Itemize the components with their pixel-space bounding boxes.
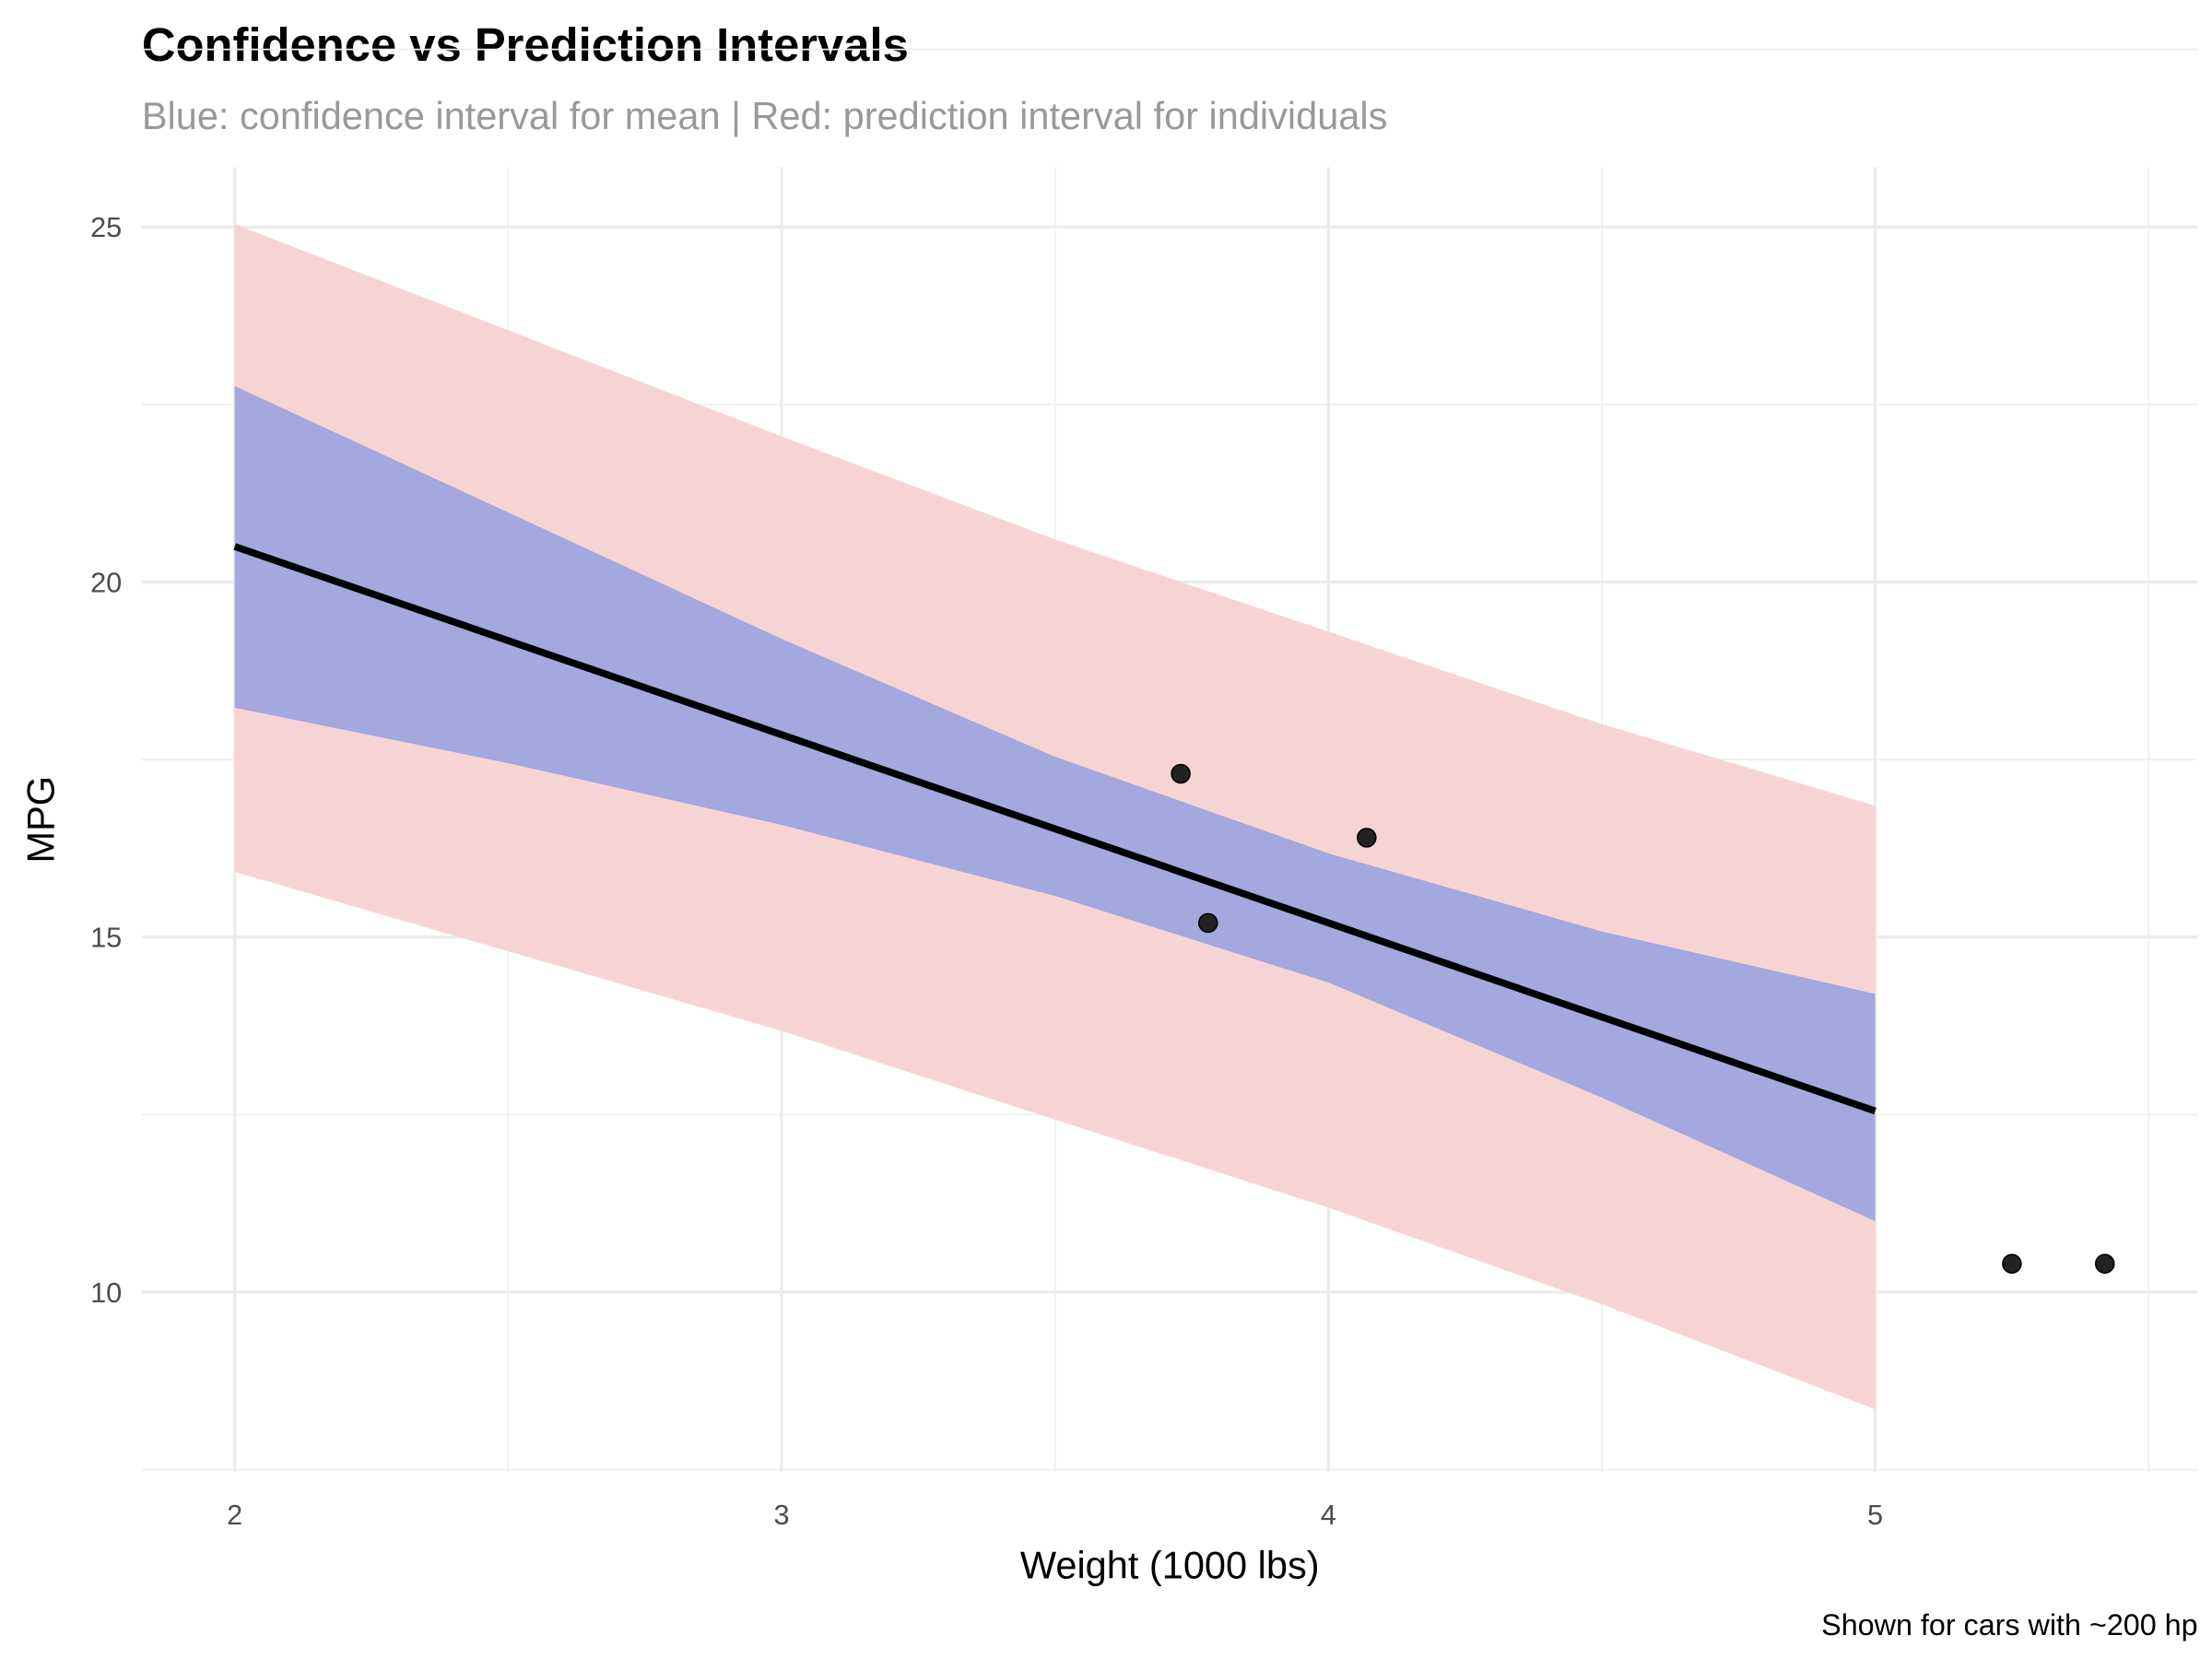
x-tick-label: 3 bbox=[773, 1499, 789, 1531]
y-axis-label: MPG bbox=[18, 776, 62, 864]
x-tick-label: 5 bbox=[1867, 1499, 1883, 1531]
x-tick-label: 4 bbox=[1321, 1499, 1336, 1531]
data-point bbox=[2002, 1253, 2022, 1274]
y-tick-label: 25 bbox=[90, 211, 122, 243]
chart-subtitle: Blue: confidence interval for mean | Red… bbox=[142, 94, 1388, 137]
confidence-interval-band bbox=[234, 385, 1876, 1221]
regression-line-group bbox=[233, 543, 1877, 1115]
tick-labels: 2 3 4 5 10 15 20 25 bbox=[90, 211, 1883, 1531]
data-point bbox=[1197, 912, 1218, 934]
x-axis-label: Weight (1000 lbs) bbox=[1020, 1543, 1320, 1586]
data-points bbox=[1171, 763, 2115, 1274]
x-tick-label: 2 bbox=[227, 1499, 242, 1531]
y-tick-label: 20 bbox=[90, 566, 122, 598]
interval-bands bbox=[234, 224, 1876, 1410]
data-point bbox=[2094, 1253, 2115, 1274]
y-tick-label: 10 bbox=[90, 1277, 122, 1309]
chart-caption: Shown for cars with ~200 hp bbox=[1821, 1608, 2197, 1641]
data-point bbox=[1357, 828, 1377, 848]
data-point bbox=[1171, 763, 1191, 784]
regression-line bbox=[233, 543, 1877, 1115]
chart-title: Confidence vs Prediction Intervals bbox=[142, 18, 909, 71]
y-tick-label: 15 bbox=[90, 922, 122, 954]
